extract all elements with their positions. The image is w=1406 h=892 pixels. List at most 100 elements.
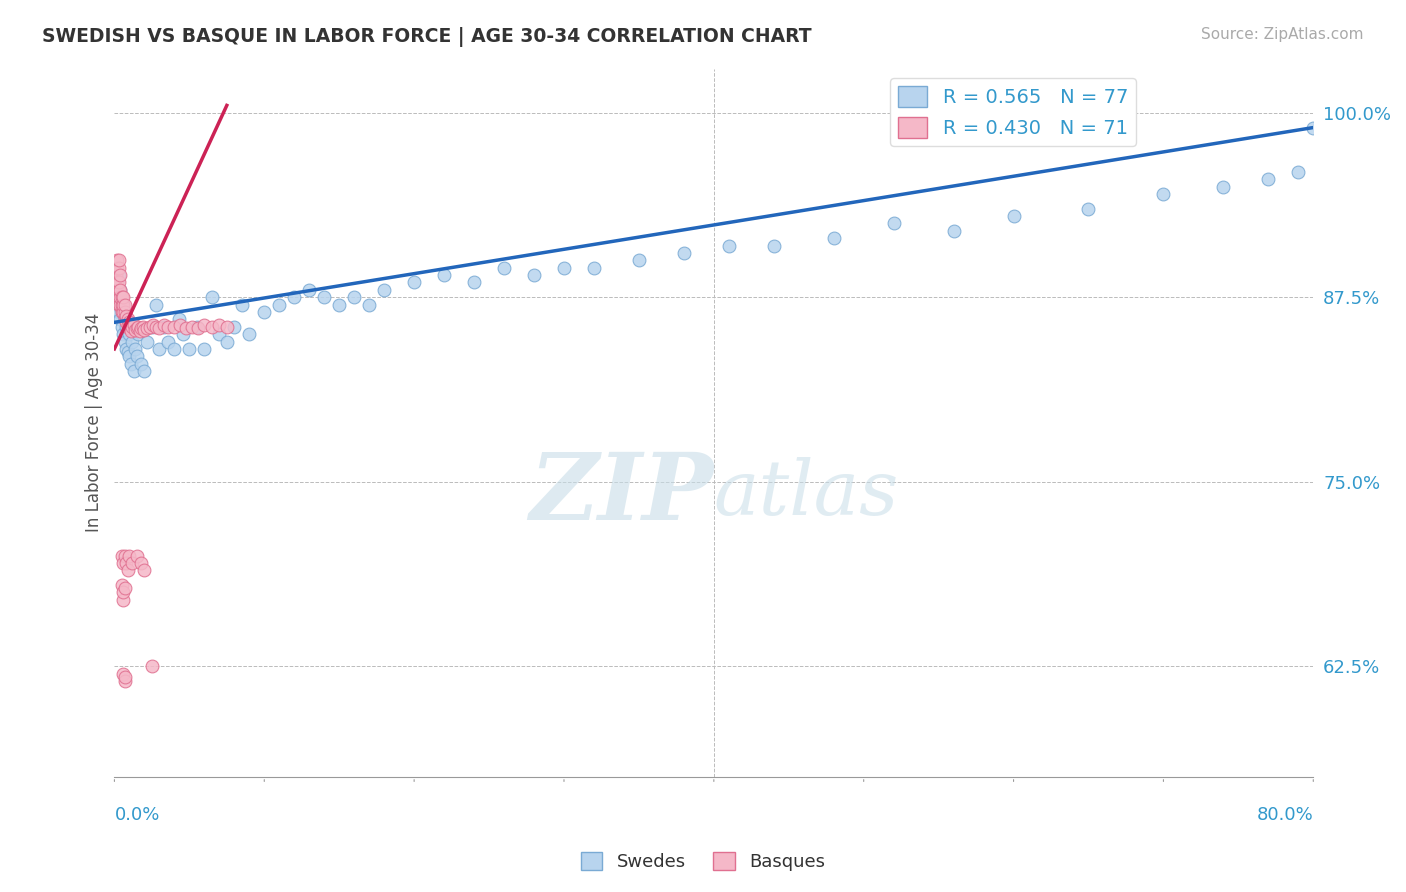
Point: [131, 556, 153, 570]
Point: [112, 585, 135, 599]
Point: [112, 290, 135, 304]
Point: [169, 318, 191, 333]
Point: [208, 318, 231, 333]
Point: [120, 324, 142, 338]
Point: [145, 298, 167, 312]
Point: [131, 357, 153, 371]
Text: SWEDISH VS BASQUE IN LABOR FORCE | AGE 30-34 CORRELATION CHART: SWEDISH VS BASQUE IN LABOR FORCE | AGE 3…: [42, 27, 811, 46]
Point: [114, 549, 136, 563]
Point: [107, 260, 129, 275]
Point: [176, 321, 198, 335]
Point: [110, 283, 132, 297]
Point: [107, 276, 129, 290]
Point: [823, 231, 845, 245]
Point: [118, 349, 141, 363]
Point: [115, 319, 138, 334]
Text: atlas: atlas: [714, 457, 900, 531]
Point: [110, 312, 132, 326]
Point: [104, 276, 127, 290]
Text: 0.0%: 0.0%: [114, 806, 160, 824]
Point: [269, 298, 291, 312]
Point: [762, 238, 785, 252]
Point: [118, 321, 141, 335]
Point: [201, 290, 224, 304]
Point: [112, 305, 135, 319]
Point: [114, 581, 136, 595]
Point: [627, 253, 650, 268]
Point: [121, 334, 143, 349]
Legend: Swedes, Basques: Swedes, Basques: [574, 846, 832, 879]
Point: [215, 319, 238, 334]
Point: [1302, 120, 1324, 135]
Point: [111, 290, 134, 304]
Point: [108, 276, 131, 290]
Point: [132, 319, 155, 334]
Point: [114, 305, 136, 319]
Point: [179, 342, 201, 356]
Point: [1152, 186, 1174, 201]
Point: [104, 283, 127, 297]
Point: [111, 305, 134, 319]
Point: [253, 305, 276, 319]
Point: [111, 305, 134, 319]
Point: [314, 290, 336, 304]
Text: ZIP: ZIP: [530, 449, 714, 539]
Point: [298, 283, 321, 297]
Point: [108, 260, 131, 275]
Point: [404, 276, 426, 290]
Point: [111, 578, 134, 592]
Point: [136, 321, 159, 335]
Point: [114, 312, 136, 326]
Point: [115, 342, 138, 356]
Point: [717, 238, 740, 252]
Point: [153, 319, 176, 334]
Point: [343, 290, 366, 304]
Point: [134, 563, 156, 577]
Point: [201, 319, 224, 334]
Point: [1212, 179, 1234, 194]
Point: [108, 305, 131, 319]
Point: [238, 327, 260, 342]
Point: [125, 549, 148, 563]
Text: 80.0%: 80.0%: [1257, 806, 1313, 824]
Point: [163, 342, 186, 356]
Point: [328, 298, 350, 312]
Point: [142, 318, 165, 333]
Point: [208, 327, 231, 342]
Point: [134, 364, 156, 378]
Point: [193, 318, 215, 333]
Point: [104, 260, 127, 275]
Point: [117, 563, 139, 577]
Point: [108, 253, 131, 268]
Point: [120, 357, 142, 371]
Point: [136, 334, 159, 349]
Point: [134, 323, 156, 337]
Point: [1257, 172, 1279, 186]
Point: [181, 319, 204, 334]
Point: [127, 327, 149, 342]
Point: [114, 334, 136, 349]
Point: [112, 298, 135, 312]
Point: [108, 290, 131, 304]
Point: [492, 260, 515, 275]
Point: [110, 298, 132, 312]
Point: [117, 318, 139, 333]
Point: [122, 318, 145, 333]
Point: [108, 268, 131, 282]
Point: [163, 319, 186, 334]
Point: [231, 298, 253, 312]
Point: [124, 342, 146, 356]
Point: [883, 217, 905, 231]
Point: [433, 268, 456, 282]
Point: [115, 315, 138, 329]
Point: [115, 310, 138, 324]
Point: [111, 298, 134, 312]
Point: [107, 276, 129, 290]
Point: [104, 290, 127, 304]
Point: [224, 319, 246, 334]
Point: [111, 549, 134, 563]
Point: [104, 283, 127, 297]
Point: [118, 549, 141, 563]
Point: [108, 298, 131, 312]
Point: [215, 334, 238, 349]
